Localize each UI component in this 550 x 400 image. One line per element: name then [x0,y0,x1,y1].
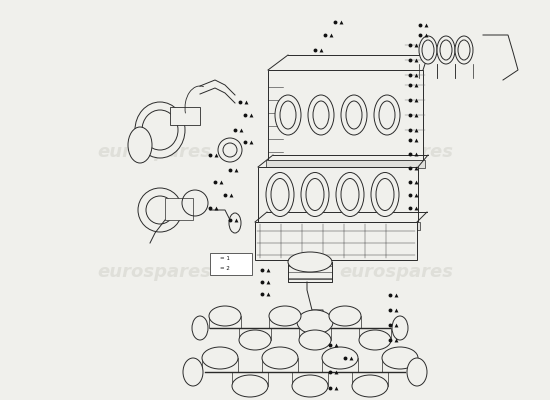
Ellipse shape [209,306,241,326]
Ellipse shape [374,95,400,135]
Bar [256,222,420,230]
Ellipse shape [308,95,334,135]
Ellipse shape [329,306,361,326]
Text: eurospares: eurospares [97,143,211,161]
Ellipse shape [275,95,301,135]
Ellipse shape [371,172,399,216]
Ellipse shape [218,138,242,162]
Text: = 1: = 1 [221,256,230,260]
Bar [165,198,193,220]
Ellipse shape [341,95,367,135]
Bar [266,160,425,168]
Text: eurospares: eurospares [339,143,453,161]
Ellipse shape [341,178,359,210]
Ellipse shape [223,143,237,157]
Ellipse shape [419,36,437,64]
Ellipse shape [292,375,328,397]
Ellipse shape [135,102,185,158]
Ellipse shape [422,40,434,60]
Ellipse shape [232,375,268,397]
Ellipse shape [146,196,174,224]
Ellipse shape [266,172,294,216]
Ellipse shape [269,306,301,326]
Bar [210,253,252,275]
Ellipse shape [346,101,362,129]
Ellipse shape [437,36,455,64]
Ellipse shape [229,213,241,233]
Text: eurospares: eurospares [339,263,453,281]
Ellipse shape [288,252,332,272]
Ellipse shape [239,330,271,350]
Ellipse shape [382,347,418,369]
Ellipse shape [313,101,329,129]
Bar [170,107,200,125]
Ellipse shape [322,347,358,369]
Ellipse shape [138,188,182,232]
Ellipse shape [301,172,329,216]
Ellipse shape [299,330,331,350]
Ellipse shape [192,316,208,340]
Text: eurospares: eurospares [97,263,211,281]
Bar [258,167,418,222]
Ellipse shape [440,40,452,60]
Ellipse shape [128,127,152,163]
Ellipse shape [280,101,296,129]
Ellipse shape [458,40,470,60]
Ellipse shape [392,316,408,340]
Text: = 2: = 2 [221,266,230,272]
Ellipse shape [455,36,473,64]
Ellipse shape [352,375,388,397]
Ellipse shape [407,358,427,386]
Ellipse shape [262,347,298,369]
Ellipse shape [142,110,178,150]
Ellipse shape [297,310,333,334]
Ellipse shape [336,172,364,216]
Ellipse shape [359,330,391,350]
Ellipse shape [183,358,203,386]
Bar [268,70,423,160]
Ellipse shape [306,178,324,210]
Ellipse shape [376,178,394,210]
Ellipse shape [379,101,395,129]
Bar [255,222,417,260]
Ellipse shape [271,178,289,210]
Ellipse shape [202,347,238,369]
